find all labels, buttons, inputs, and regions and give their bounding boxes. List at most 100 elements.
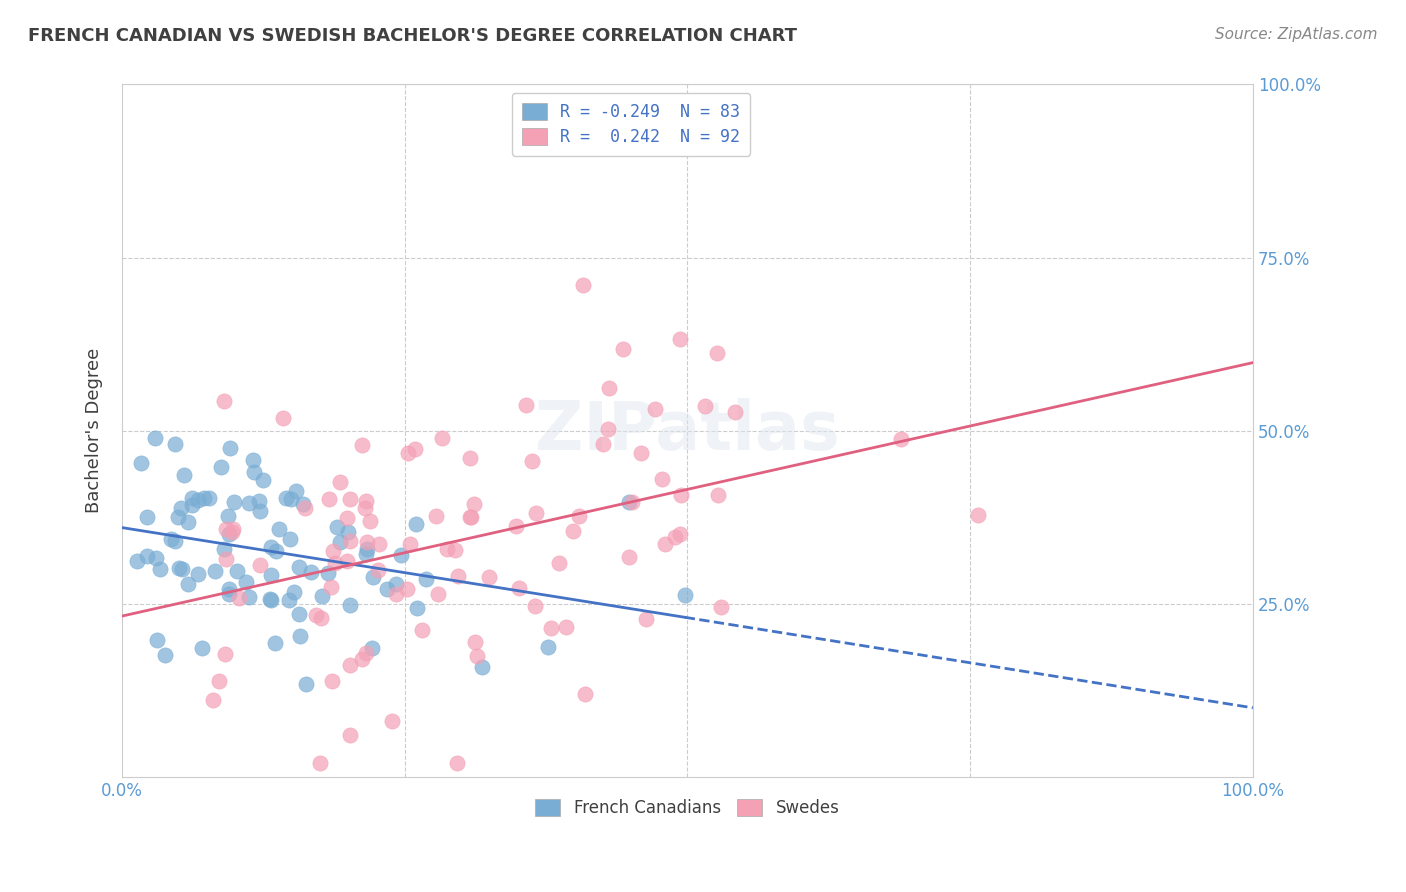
- Point: [228, 591, 250, 605]
- Point: [326, 520, 349, 534]
- Point: [218, 586, 240, 600]
- Point: [385, 577, 408, 591]
- Point: [221, 524, 243, 539]
- Point: [263, 635, 285, 649]
- Point: [212, 542, 235, 557]
- Point: [294, 501, 316, 516]
- Point: [890, 433, 912, 447]
- Point: [295, 677, 318, 691]
- Point: [524, 507, 547, 521]
- Point: [359, 514, 381, 528]
- Point: [336, 510, 359, 524]
- Point: [170, 562, 193, 576]
- Point: [411, 624, 433, 638]
- Point: [710, 600, 733, 615]
- Point: [260, 592, 283, 607]
- Point: [630, 446, 652, 460]
- Point: [669, 527, 692, 541]
- Point: [187, 493, 209, 508]
- Point: [259, 591, 281, 606]
- Point: [520, 453, 543, 467]
- Point: [193, 491, 215, 505]
- Point: [322, 544, 344, 558]
- Point: [598, 381, 620, 395]
- Point: [523, 599, 546, 613]
- Point: [323, 557, 346, 571]
- Point: [277, 592, 299, 607]
- Text: FRENCH CANADIAN VS SWEDISH BACHELOR'S DEGREE CORRELATION CHART: FRENCH CANADIAN VS SWEDISH BACHELOR'S DE…: [28, 27, 797, 45]
- Point: [247, 493, 270, 508]
- Point: [356, 541, 378, 556]
- Point: [169, 501, 191, 516]
- Point: [309, 756, 332, 770]
- Point: [664, 530, 686, 544]
- Point: [309, 611, 332, 625]
- Point: [204, 564, 226, 578]
- Point: [167, 560, 190, 574]
- Point: [129, 456, 152, 470]
- Point: [458, 509, 481, 524]
- Point: [163, 534, 186, 549]
- Point: [173, 468, 195, 483]
- Point: [259, 541, 281, 555]
- Point: [571, 277, 593, 292]
- Point: [336, 554, 359, 568]
- Point: [339, 533, 361, 548]
- Point: [617, 550, 640, 565]
- Point: [381, 714, 404, 728]
- Point: [425, 508, 447, 523]
- Point: [146, 633, 169, 648]
- Point: [396, 446, 419, 460]
- Point: [190, 641, 212, 656]
- Point: [177, 576, 200, 591]
- Y-axis label: Bachelor's Degree: Bachelor's Degree: [86, 348, 103, 513]
- Point: [339, 599, 361, 613]
- Point: [354, 547, 377, 561]
- Point: [361, 641, 384, 656]
- Point: [478, 570, 501, 584]
- Point: [215, 522, 238, 536]
- Point: [463, 497, 485, 511]
- Point: [554, 620, 576, 634]
- Text: ZIPatlas: ZIPatlas: [536, 398, 839, 464]
- Point: [321, 674, 343, 689]
- Point: [318, 491, 340, 506]
- Point: [271, 410, 294, 425]
- Point: [385, 587, 408, 601]
- Point: [592, 436, 614, 450]
- Point: [430, 432, 453, 446]
- Point: [252, 473, 274, 487]
- Point: [353, 500, 375, 515]
- Point: [464, 635, 486, 649]
- Point: [447, 569, 470, 583]
- Point: [367, 563, 389, 577]
- Point: [290, 629, 312, 643]
- Point: [163, 436, 186, 450]
- Point: [612, 342, 634, 356]
- Point: [395, 582, 418, 597]
- Point: [619, 494, 641, 508]
- Point: [465, 648, 488, 663]
- Point: [706, 345, 728, 359]
- Point: [299, 565, 322, 579]
- Point: [280, 491, 302, 506]
- Point: [212, 393, 235, 408]
- Point: [415, 572, 437, 586]
- Point: [243, 465, 266, 479]
- Point: [145, 550, 167, 565]
- Point: [391, 549, 413, 563]
- Point: [671, 488, 693, 502]
- Point: [221, 522, 243, 536]
- Point: [352, 437, 374, 451]
- Point: [218, 582, 240, 596]
- Point: [339, 728, 361, 742]
- Point: [278, 532, 301, 546]
- Point: [264, 544, 287, 558]
- Point: [218, 442, 240, 456]
- Point: [238, 590, 260, 604]
- Point: [238, 496, 260, 510]
- Point: [201, 693, 224, 707]
- Point: [707, 488, 730, 502]
- Point: [166, 510, 188, 524]
- Point: [339, 492, 361, 507]
